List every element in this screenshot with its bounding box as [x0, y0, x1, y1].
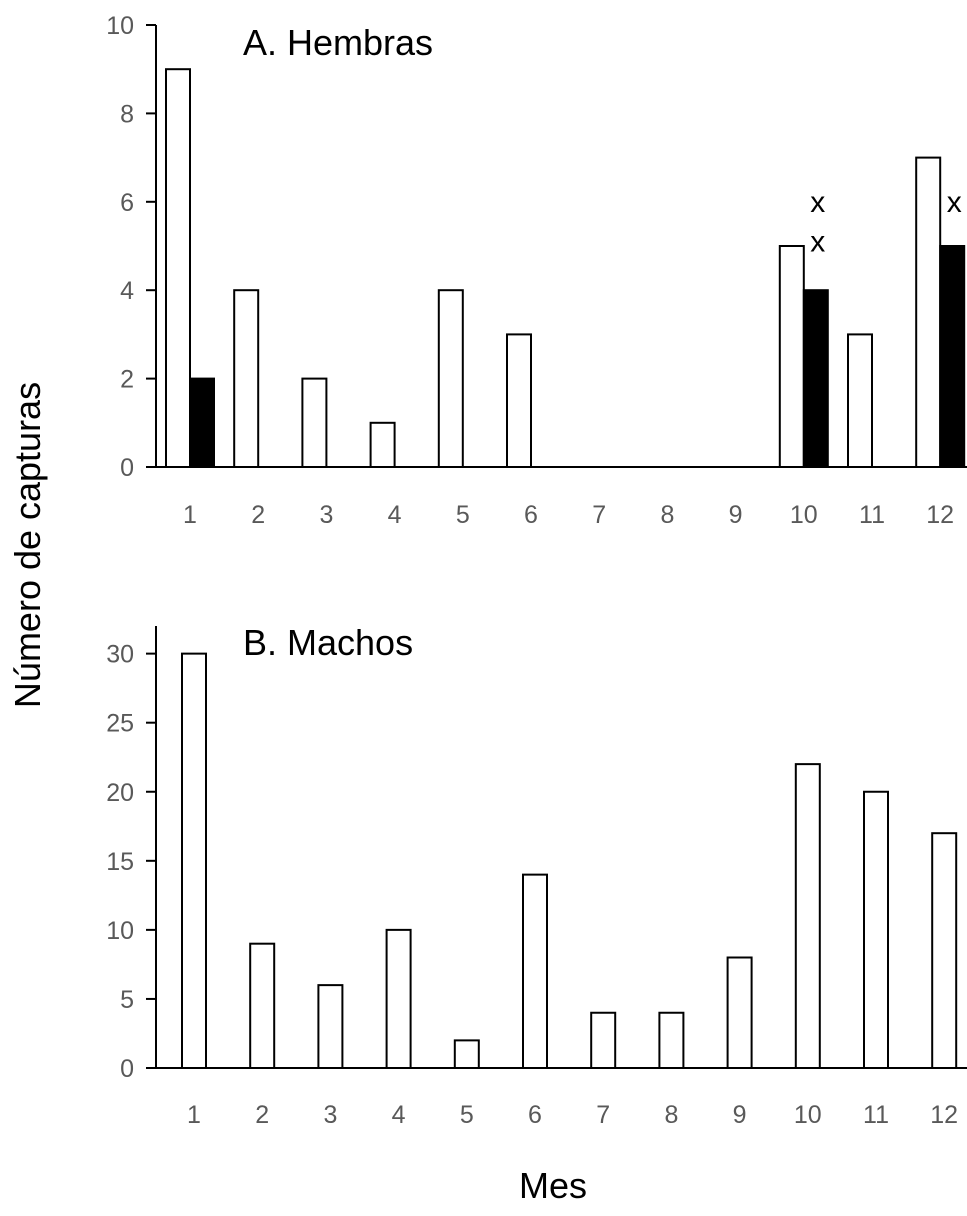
x-tick-label: 5	[456, 501, 470, 529]
y-tick-label: 0	[120, 1055, 134, 1083]
x-tick-label: 1	[187, 1101, 201, 1129]
x-tick-label: 3	[319, 501, 333, 529]
bar	[658, 1011, 685, 1069]
bar	[301, 377, 328, 469]
chart-title: B. Machos	[243, 622, 413, 663]
x-axis-label: Mes	[519, 1165, 587, 1206]
bar	[181, 652, 207, 1069]
annotation-mark: x	[947, 186, 962, 219]
x-tick-label: 6	[528, 1101, 542, 1129]
bar	[249, 942, 276, 1069]
bar	[522, 873, 548, 1069]
x-tick-label: 10	[794, 1101, 822, 1129]
bar	[165, 68, 191, 468]
y-tick-label: 4	[120, 277, 134, 305]
x-tick-label: 4	[392, 1101, 406, 1129]
bar	[931, 832, 958, 1069]
x-tick-label: 5	[460, 1101, 474, 1129]
x-tick-label: 12	[926, 501, 954, 529]
y-tick-label: 20	[106, 779, 134, 807]
x-tick-label: 9	[733, 1101, 747, 1129]
bar	[385, 928, 412, 1069]
y-tick-label: 30	[106, 641, 134, 669]
bar	[863, 790, 889, 1069]
annotation-mark: x	[810, 226, 825, 259]
x-tick-label: 10	[790, 501, 818, 529]
y-tick-label: 6	[120, 189, 134, 217]
x-tick-label: 12	[930, 1101, 958, 1129]
bar	[726, 956, 753, 1069]
x-tick-label: 7	[596, 1101, 610, 1129]
x-tick-label: 1	[183, 501, 197, 529]
y-tick-label: 5	[120, 986, 134, 1014]
y-tick-label: 2	[120, 366, 134, 394]
bar	[590, 1011, 617, 1069]
bar	[506, 333, 532, 468]
bar	[802, 289, 829, 469]
bar	[794, 763, 821, 1069]
x-tick-label: 8	[660, 501, 674, 529]
chart-title: A. Hembras	[243, 22, 433, 63]
bar	[369, 421, 396, 468]
x-tick-label: 7	[592, 501, 606, 529]
bar	[233, 289, 260, 469]
y-tick-label: 25	[106, 710, 134, 738]
x-tick-label: 9	[729, 501, 743, 529]
bar	[437, 289, 464, 469]
y-tick-label: 0	[120, 454, 134, 482]
y-tick-label: 10	[106, 917, 134, 945]
x-tick-label: 11	[863, 1101, 889, 1129]
bar	[847, 333, 873, 468]
annotation-mark: x	[810, 186, 825, 219]
y-axis-label: Número de capturas	[7, 382, 48, 708]
x-tick-label: 4	[388, 501, 402, 529]
bar	[778, 245, 805, 468]
x-tick-label: 11	[859, 501, 885, 529]
bar	[453, 1039, 480, 1069]
x-tick-label: 2	[251, 501, 265, 529]
y-tick-label: 15	[106, 848, 134, 876]
x-tick-label: 3	[323, 1101, 337, 1129]
x-tick-label: 2	[255, 1101, 269, 1129]
x-tick-label: 8	[664, 1101, 678, 1129]
bar	[939, 245, 966, 468]
y-tick-label: 10	[106, 12, 134, 40]
y-tick-label: 8	[120, 100, 134, 128]
bar	[189, 377, 215, 469]
bar	[317, 984, 344, 1069]
bar	[915, 156, 942, 468]
x-tick-label: 6	[524, 501, 538, 529]
